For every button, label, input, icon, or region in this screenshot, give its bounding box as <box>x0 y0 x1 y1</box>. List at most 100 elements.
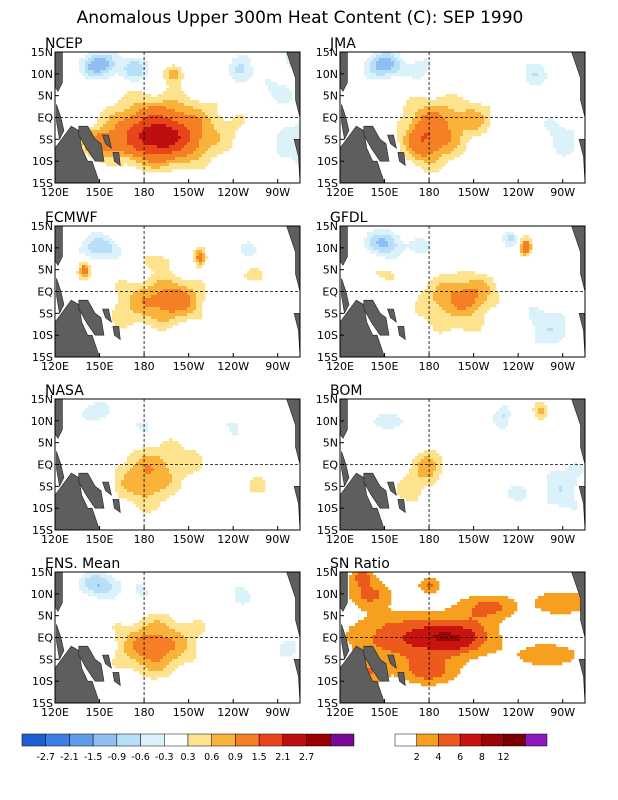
field-cell <box>421 67 425 71</box>
field-cell <box>103 584 107 588</box>
field-cell <box>478 328 482 332</box>
land-mass <box>363 125 390 162</box>
field-cell <box>154 112 158 116</box>
field-cell <box>115 106 119 110</box>
field-cell <box>445 100 449 104</box>
field-cell <box>481 289 485 293</box>
field-cell <box>136 151 140 155</box>
field-cell <box>217 151 221 155</box>
field-cell <box>487 280 491 284</box>
field-cell <box>559 319 563 323</box>
field-cell <box>424 289 428 293</box>
field-cell <box>271 91 275 95</box>
field-cell <box>148 492 152 496</box>
field-cell <box>94 572 98 576</box>
field-cell <box>208 103 212 107</box>
field-cell <box>286 133 290 137</box>
field-cell <box>421 64 425 68</box>
field-cell <box>100 160 104 164</box>
field-cell <box>214 154 218 158</box>
field-cell <box>442 319 446 323</box>
field-cell <box>196 310 200 314</box>
field-cell <box>463 298 467 302</box>
field-cell <box>106 256 110 260</box>
field-cell <box>484 115 488 119</box>
field-cell <box>541 76 545 80</box>
field-cell <box>538 82 542 86</box>
field-cell <box>562 477 566 481</box>
field-cell <box>139 124 143 128</box>
field-cell <box>187 286 191 290</box>
field-cell <box>544 124 548 128</box>
field-cell <box>142 112 146 116</box>
field-cell <box>379 64 383 68</box>
field-cell <box>97 417 101 421</box>
field-cell <box>463 109 467 113</box>
field-cell <box>286 139 290 143</box>
field-cell <box>490 301 494 305</box>
field-cell <box>436 453 440 457</box>
field-cell <box>214 121 218 125</box>
field-cell <box>145 130 149 134</box>
field-cell <box>193 316 197 320</box>
field-cell <box>133 498 137 502</box>
field-cell <box>178 142 182 146</box>
field-cell <box>166 103 170 107</box>
field-cell <box>469 133 473 137</box>
field-cell <box>436 136 440 140</box>
field-cell <box>508 495 512 499</box>
field-cell <box>163 76 167 80</box>
field-cell <box>100 133 104 137</box>
field-cell <box>373 76 377 80</box>
field-cell <box>403 73 407 77</box>
field-cell <box>394 414 398 418</box>
field-cell <box>442 121 446 125</box>
field-cell <box>229 127 233 131</box>
field-cell <box>190 106 194 110</box>
field-cell <box>247 70 251 74</box>
field-cell <box>454 289 458 293</box>
field-cell <box>142 486 146 490</box>
field-cell <box>196 148 200 152</box>
field-cell <box>160 319 164 323</box>
field-cell <box>151 166 155 170</box>
y-tick-label: 5S <box>39 480 53 493</box>
y-tick-label: 10N <box>316 415 338 428</box>
field-cell <box>496 298 500 302</box>
field-cell <box>196 259 200 263</box>
field-cell <box>205 157 209 161</box>
field-cell <box>448 298 452 302</box>
field-cell <box>283 127 287 131</box>
field-cell <box>496 423 500 427</box>
field-cell <box>118 584 122 588</box>
field-cell <box>268 82 272 86</box>
field-cell <box>454 154 458 158</box>
field-cell <box>433 292 437 296</box>
field-cell <box>118 133 122 137</box>
field-cell <box>427 304 431 308</box>
field-cell <box>169 106 173 110</box>
field-cell <box>448 325 452 329</box>
x-tick-label: 90W <box>550 360 575 373</box>
field-cell <box>553 319 557 323</box>
field-cell <box>163 301 167 305</box>
field-cell <box>223 121 227 125</box>
field-cell <box>178 283 182 287</box>
field-cell <box>94 52 98 56</box>
field-cell <box>184 289 188 293</box>
field-cell <box>82 241 86 245</box>
field-cell <box>235 432 239 436</box>
field-cell <box>490 286 494 290</box>
field-cell <box>250 247 254 251</box>
field-cell <box>427 465 431 469</box>
field-cell <box>151 462 155 466</box>
field-cell <box>556 498 560 502</box>
field-cell <box>490 304 494 308</box>
field-cell <box>169 70 173 74</box>
field-cell <box>130 483 134 487</box>
field-cell <box>229 121 233 125</box>
field-cell <box>190 151 194 155</box>
field-cell <box>523 241 527 245</box>
field-cell <box>178 109 182 113</box>
field-cell <box>166 130 170 134</box>
